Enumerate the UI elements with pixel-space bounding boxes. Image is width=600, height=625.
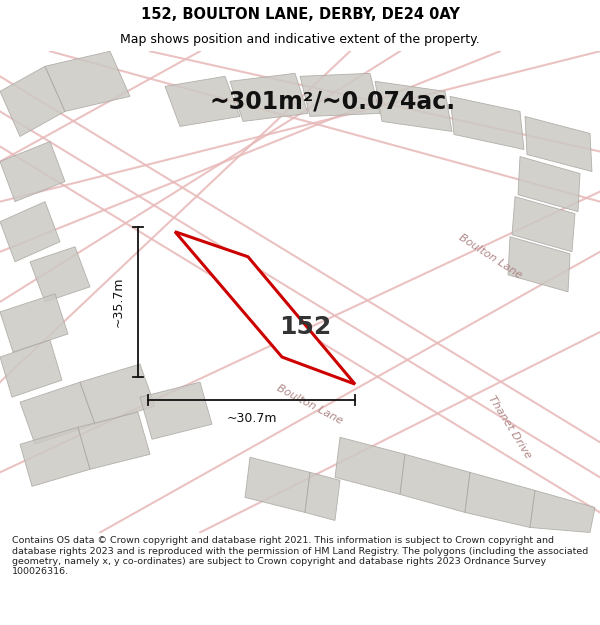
Polygon shape	[508, 237, 570, 292]
Polygon shape	[335, 438, 405, 494]
Text: ~301m²/~0.074ac.: ~301m²/~0.074ac.	[210, 89, 456, 113]
Polygon shape	[400, 454, 470, 512]
Polygon shape	[530, 491, 595, 532]
Polygon shape	[0, 202, 60, 262]
Polygon shape	[465, 472, 535, 528]
Text: Thanet Drive: Thanet Drive	[487, 394, 533, 461]
Polygon shape	[245, 458, 310, 512]
Text: 152, BOULTON LANE, DERBY, DE24 0AY: 152, BOULTON LANE, DERBY, DE24 0AY	[140, 7, 460, 22]
Text: ~35.7m: ~35.7m	[112, 277, 125, 327]
Text: Boulton Lane: Boulton Lane	[275, 382, 344, 426]
Polygon shape	[140, 382, 212, 439]
Polygon shape	[375, 81, 452, 131]
Polygon shape	[78, 412, 150, 469]
Polygon shape	[0, 141, 65, 202]
Text: 152: 152	[279, 315, 331, 339]
Polygon shape	[80, 364, 155, 424]
Text: Contains OS data © Crown copyright and database right 2021. This information is : Contains OS data © Crown copyright and d…	[12, 536, 588, 576]
Polygon shape	[230, 73, 308, 121]
Polygon shape	[305, 472, 340, 521]
Polygon shape	[30, 247, 90, 302]
Polygon shape	[0, 66, 65, 136]
Polygon shape	[20, 382, 95, 444]
Polygon shape	[0, 340, 62, 397]
Polygon shape	[518, 156, 580, 212]
Polygon shape	[175, 232, 355, 384]
Polygon shape	[165, 76, 240, 126]
Text: Boulton Lane: Boulton Lane	[457, 232, 523, 281]
Text: Map shows position and indicative extent of the property.: Map shows position and indicative extent…	[120, 34, 480, 46]
Polygon shape	[512, 197, 575, 252]
Polygon shape	[450, 96, 524, 149]
Polygon shape	[0, 294, 68, 352]
Polygon shape	[45, 51, 130, 111]
Polygon shape	[300, 73, 380, 116]
Text: ~30.7m: ~30.7m	[226, 412, 277, 425]
Polygon shape	[525, 116, 592, 171]
Polygon shape	[20, 428, 90, 486]
